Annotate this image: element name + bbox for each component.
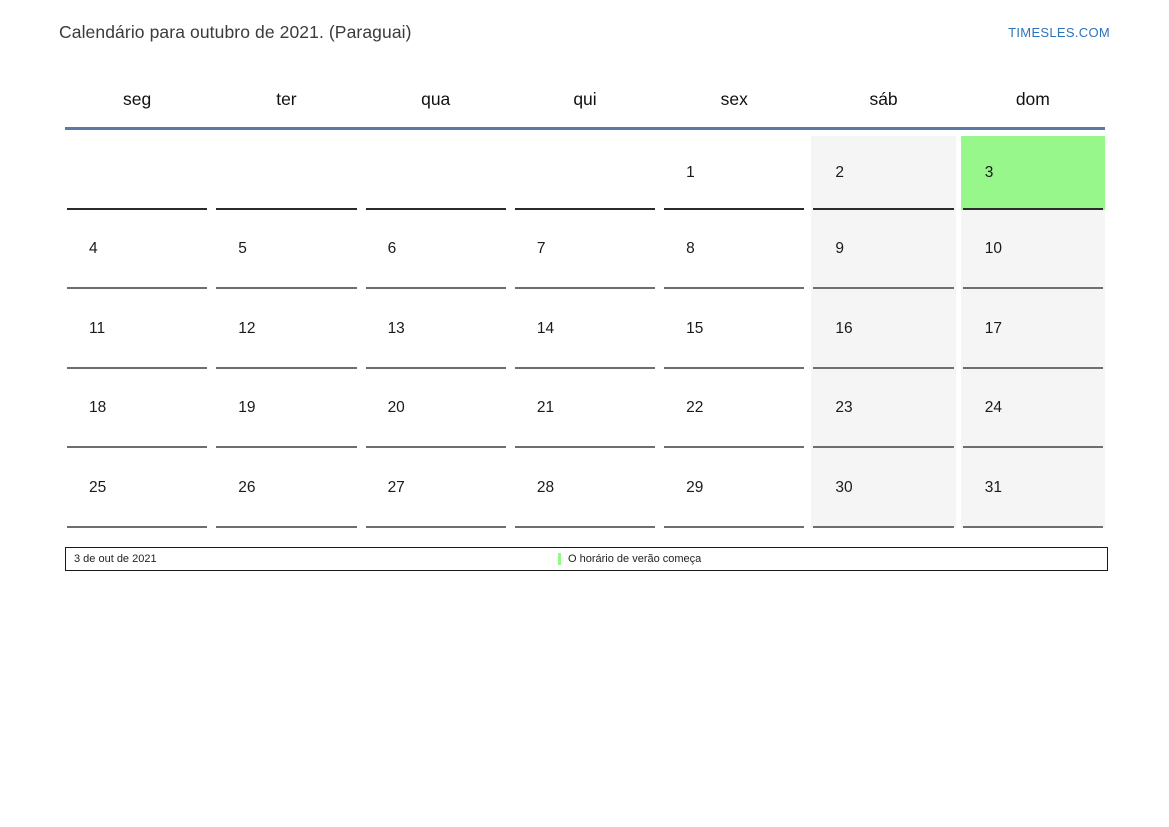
day-number: 6 [387,240,397,258]
header-divider-line [65,127,1105,130]
calendar-cell-empty [513,136,657,210]
day-number: 19 [238,399,256,417]
legend-bar: 3 de out de 2021 O horário de verão come… [65,546,1108,571]
day-header-row: seg ter qua qui sex sáb dom [65,72,1105,127]
day-number: 16 [835,319,853,337]
day-header-qua: qua [421,89,451,109]
calendar-cell-empty [65,136,209,210]
calendar-cell-dst-highlight: 3 [960,136,1105,210]
calendar-cell-empty [214,136,358,210]
day-number: 11 [89,319,106,337]
calendar-grid: 1 2 3 4 5 6 7 8 9 10 11 12 13 14 15 16 1… [65,136,1105,528]
calendar-cell: 4 [65,210,209,290]
day-number: 4 [89,240,98,258]
day-number: 27 [387,478,405,496]
calendar-cell: 16 [811,289,956,369]
calendar-cell: 27 [364,448,508,528]
calendar-cell: 22 [662,369,806,449]
legend-date: 3 de out de 2021 [74,552,157,565]
day-number: 23 [835,399,853,417]
day-number: 26 [238,478,256,496]
calendar-cell: 1 [662,136,806,210]
calendar-cell: 10 [960,209,1105,289]
calendar-cell: 24 [960,368,1105,448]
day-number: 18 [89,399,107,417]
calendar-cell: 9 [811,209,956,289]
day-number: 15 [686,319,704,337]
day-number: 3 [984,163,994,181]
calendar-cell: 25 [65,448,209,528]
calendar-cell: 8 [662,210,806,290]
day-number: 20 [387,399,405,417]
site-link[interactable]: TIMESLES.COM [1008,25,1110,40]
calendar-cell: 6 [364,210,508,290]
calendar-cell: 17 [960,289,1105,369]
dst-marker-icon [558,552,561,565]
calendar-cell: 21 [513,369,657,449]
day-number: 7 [536,240,546,258]
day-number: 2 [835,163,845,181]
page-title: Calendário para outubro de 2021. (Paragu… [59,22,412,42]
day-number: 28 [536,478,555,496]
calendar-cell: 12 [214,289,358,369]
day-header-sex: sex [720,89,748,109]
calendar-cell: 15 [662,289,806,369]
day-header-qui: qui [573,89,597,109]
top-bar: Calendário para outubro de 2021. (Paragu… [0,0,1169,43]
calendar-cell: 19 [214,369,358,449]
day-number: 9 [835,240,845,258]
day-number: 17 [984,319,1002,337]
day-number: 29 [686,478,704,496]
day-number: 22 [686,399,704,417]
day-number: 24 [984,399,1002,417]
calendar-cell: 23 [811,368,956,448]
day-header-sab: sáb [869,89,898,109]
legend-event: O horário de verão começa [558,548,701,570]
calendar-cell: 18 [65,369,209,449]
day-number: 1 [686,163,695,181]
calendar-cell: 31 [960,448,1105,528]
day-number: 10 [984,240,1002,258]
day-number: 14 [536,319,555,337]
day-header-ter: ter [276,89,297,109]
calendar-cell: 11 [65,289,209,369]
day-number: 21 [536,399,555,417]
calendar-cell: 30 [811,448,956,528]
calendar-cell: 14 [513,289,657,369]
calendar-cell: 28 [513,448,657,528]
calendar-cell: 7 [513,210,657,290]
calendar-cell: 13 [364,289,508,369]
day-number: 25 [89,478,107,496]
day-header-dom: dom [1015,89,1050,109]
day-number: 31 [984,478,1002,496]
calendar-cell-empty [364,136,508,210]
day-header-seg: seg [123,89,152,109]
calendar-cell: 26 [214,448,358,528]
day-number: 30 [835,478,853,496]
day-number: 8 [686,240,695,258]
calendar-cell: 2 [811,136,956,210]
calendar-cell: 20 [364,369,508,449]
calendar-cell: 5 [214,210,358,290]
legend-event-label: O horário de verão começa [568,552,702,565]
calendar-cell: 29 [662,448,806,528]
calendar: seg ter qua qui sex sáb dom 1 2 3 4 5 6 … [65,72,1105,528]
day-number: 12 [238,319,256,337]
day-number: 13 [387,319,405,337]
day-number: 5 [238,240,247,258]
